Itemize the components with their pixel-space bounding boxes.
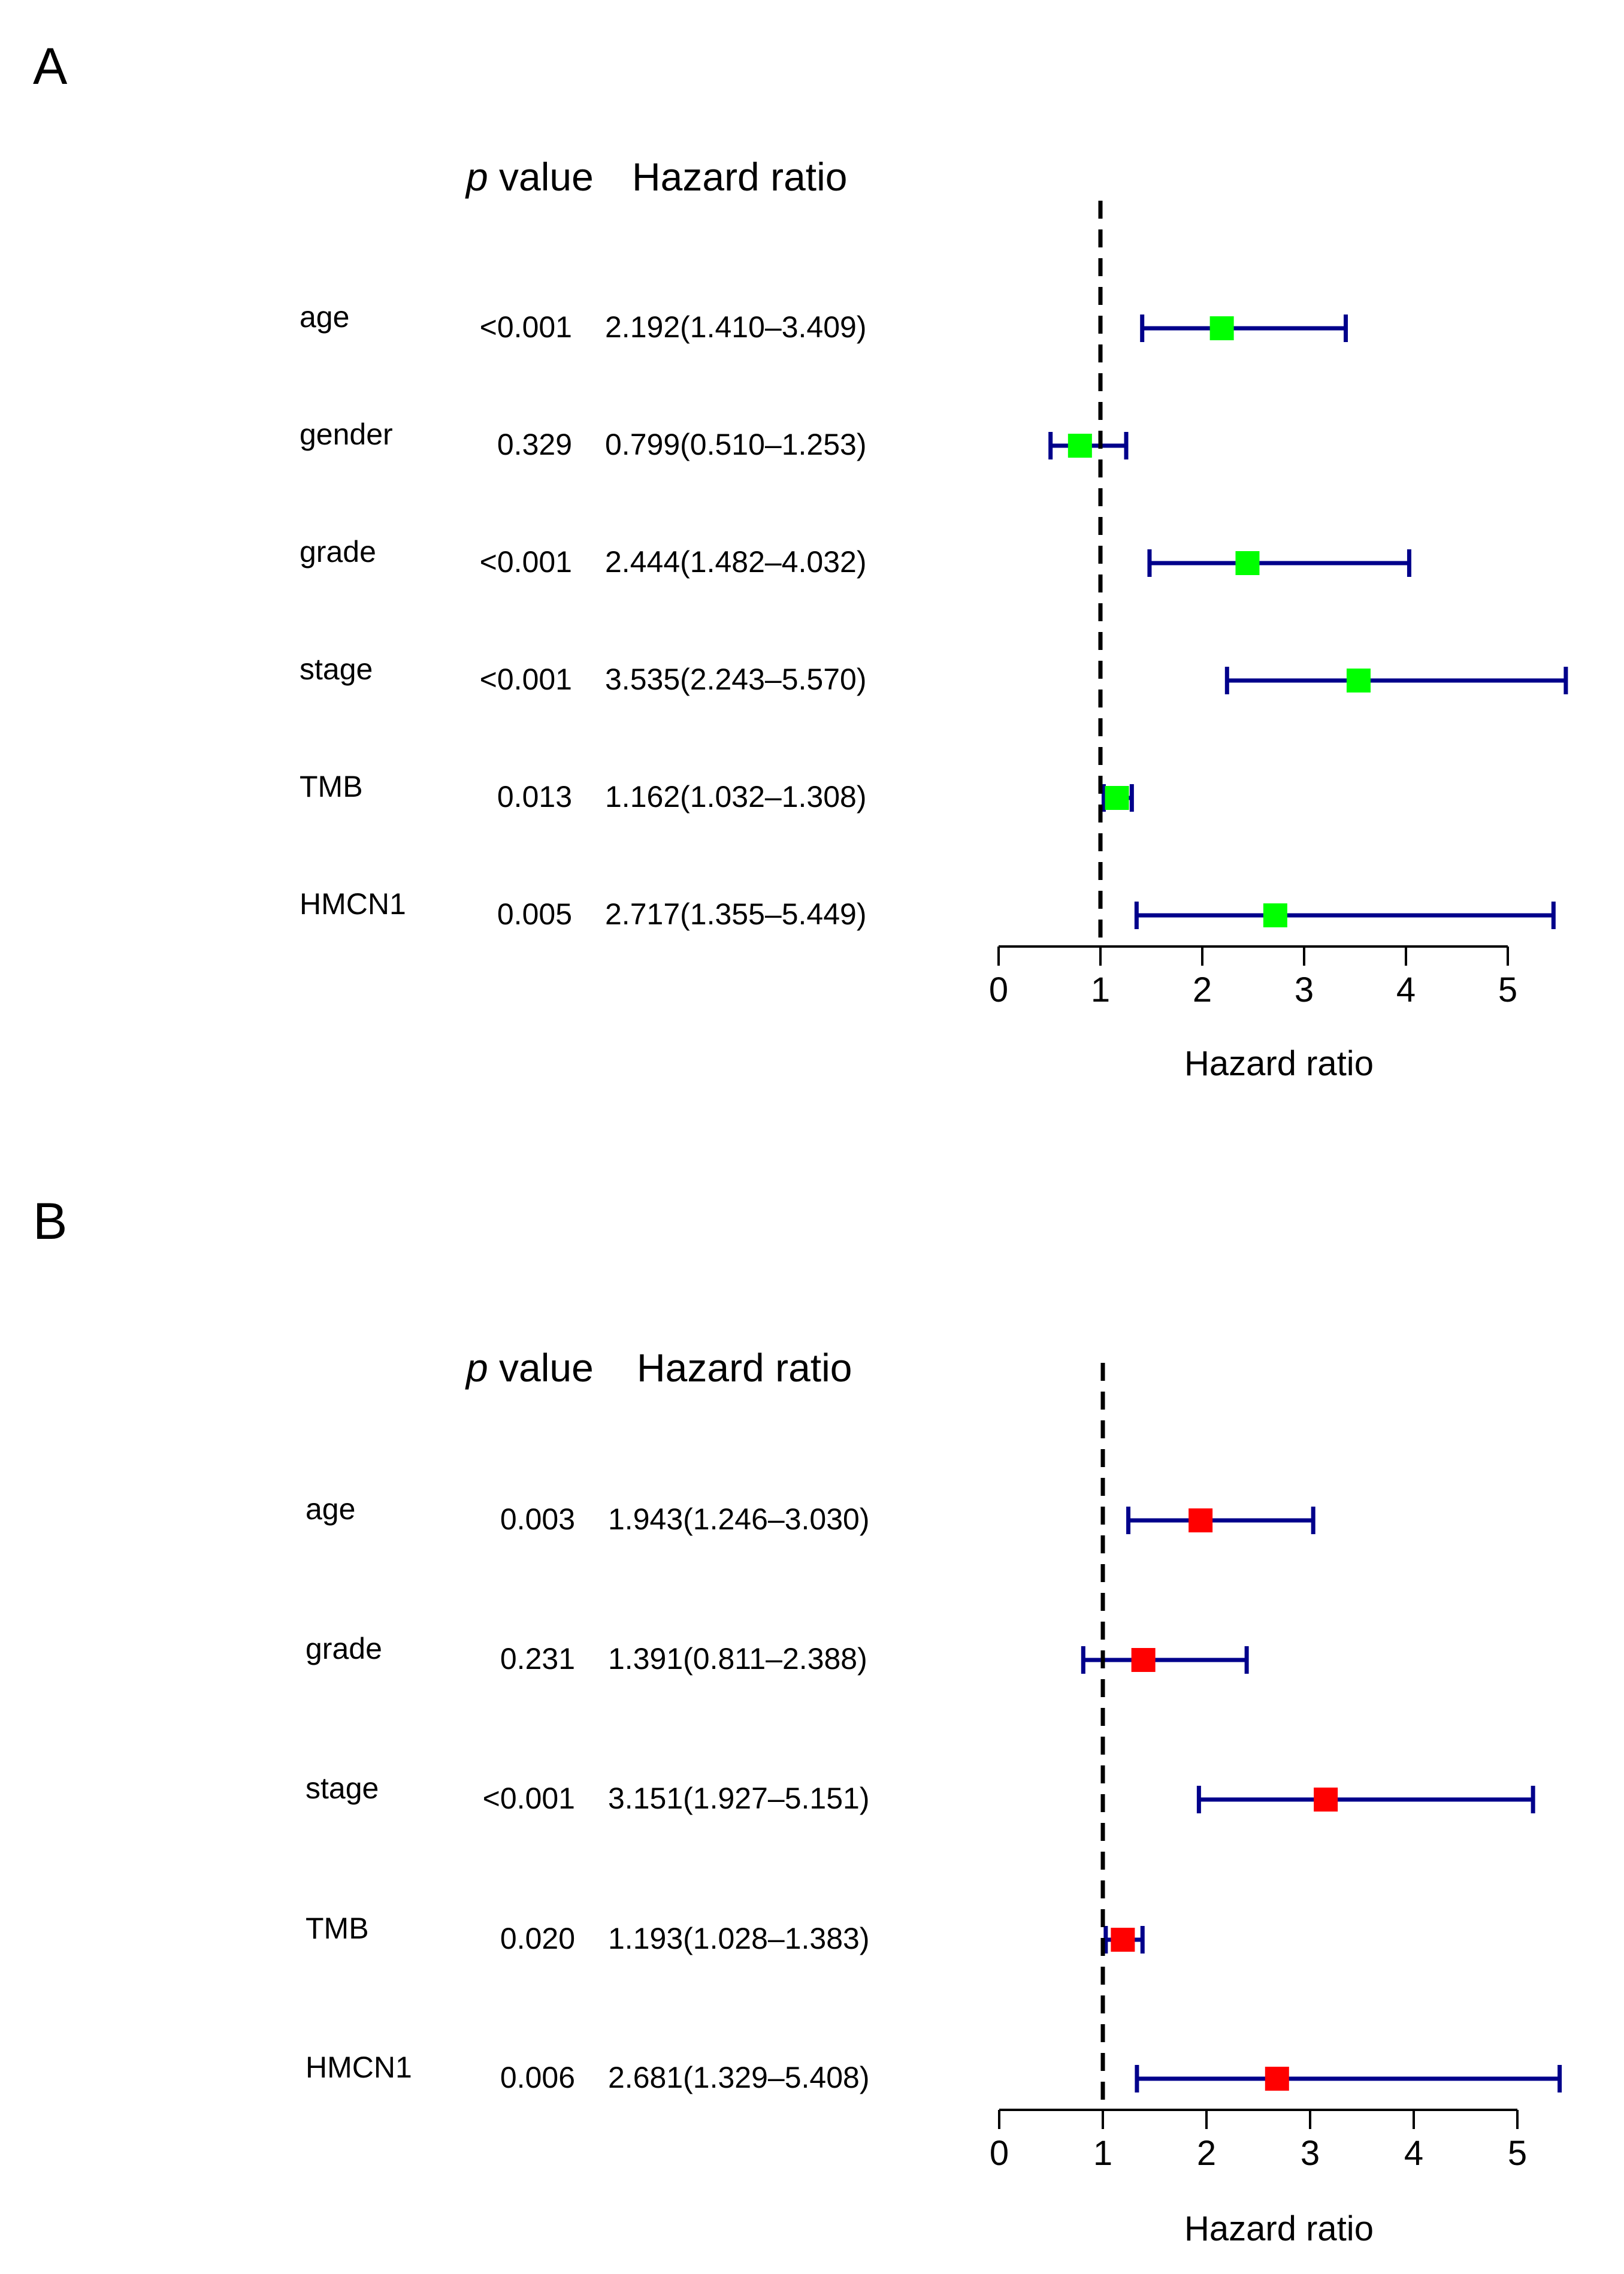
row-hazard-ratio-text: 2.444(1.482–4.032) (605, 545, 866, 579)
p-value-header-suffix: value (488, 155, 594, 199)
x-tick-label: 4 (1404, 2134, 1423, 2173)
row-p-value: 0.013 (497, 780, 572, 814)
hazard-ratio-marker (1346, 669, 1371, 693)
hazard-ratio-marker (1209, 316, 1234, 340)
hazard-ratio-marker (1067, 434, 1092, 458)
row-hazard-ratio-text: 1.943(1.246–3.030) (608, 1502, 869, 1536)
x-tick-label: 0 (990, 2134, 1009, 2173)
hazard-ratio-marker (1105, 786, 1129, 810)
forest-row: stage <0.001 3.535(2.243–5.570) (300, 652, 1568, 696)
forest-plot-panel-a: Ap value Hazard ratio age <0.001 2.192(1.410… (33, 38, 1568, 1083)
forest-row: TMB 0.013 1.162(1.032–1.308) (300, 770, 1134, 814)
row-p-value: <0.001 (480, 663, 572, 696)
hazard-ratio-column-header: Hazard ratio (632, 155, 848, 199)
hazard-ratio-marker (1188, 1508, 1213, 1532)
row-variable-label: gender (300, 418, 393, 451)
x-tick-label: 5 (1498, 970, 1517, 1009)
x-tick-label: 4 (1396, 970, 1416, 1009)
hazard-ratio-marker (1111, 1928, 1135, 1952)
row-p-value: <0.001 (483, 1782, 575, 1815)
row-variable-label: TMB (300, 770, 363, 803)
row-hazard-ratio-text: 2.192(1.410–3.409) (605, 310, 866, 344)
row-variable-label: stage (300, 652, 373, 686)
row-hazard-ratio-text: 3.151(1.927–5.151) (608, 1782, 869, 1815)
row-hazard-ratio-text: 2.681(1.329–5.408) (608, 2061, 869, 2094)
row-p-value: 0.329 (497, 428, 572, 461)
row-p-value: <0.001 (480, 545, 572, 579)
forest-row: age <0.001 2.192(1.410–3.409) (300, 300, 1348, 344)
row-hazard-ratio-text: 2.717(1.355–5.449) (605, 897, 866, 931)
row-hazard-ratio-text: 1.193(1.028–1.383) (608, 1922, 869, 1955)
row-p-value: <0.001 (480, 310, 572, 344)
x-tick-label: 3 (1295, 970, 1314, 1009)
row-variable-label: grade (306, 1632, 382, 1665)
hazard-ratio-marker (1263, 903, 1287, 927)
forest-row: age 0.003 1.943(1.246–3.030) (306, 1492, 1315, 1536)
row-variable-label: TMB (306, 1912, 369, 1945)
hazard-ratio-column-header: Hazard ratio (637, 1345, 852, 1390)
row-p-value: 0.020 (500, 1922, 575, 1955)
x-axis-title: Hazard ratio (1184, 2209, 1374, 2248)
x-tick-label: 2 (1197, 2134, 1216, 2173)
row-hazard-ratio-text: 1.391(0.811–2.388) (608, 1642, 867, 1676)
panel-label: A (33, 38, 68, 95)
hazard-ratio-marker (1314, 1788, 1338, 1812)
row-hazard-ratio-text: 0.799(0.510–1.253) (605, 428, 866, 461)
row-variable-label: age (300, 300, 349, 334)
forest-row: stage <0.001 3.151(1.927–5.151) (306, 1771, 1535, 1815)
row-variable-label: HMCN1 (300, 887, 406, 921)
p-value-column-header: p value (465, 1345, 594, 1390)
row-p-value: 0.231 (500, 1642, 575, 1676)
row-variable-label: stage (306, 1771, 379, 1805)
x-tick-label: 0 (989, 970, 1008, 1009)
row-p-value: 0.005 (497, 897, 572, 931)
x-tick-label: 3 (1301, 2134, 1320, 2173)
p-value-header-italic-p: p (465, 1345, 488, 1390)
row-hazard-ratio-text: 3.535(2.243–5.570) (605, 663, 866, 696)
forest-row: grade 0.231 1.391(0.811–2.388) (306, 1632, 1249, 1676)
row-p-value: 0.006 (500, 2061, 575, 2094)
row-hazard-ratio-text: 1.162(1.032–1.308) (605, 780, 866, 814)
forest-row: HMCN1 0.006 2.681(1.329–5.408) (306, 2051, 1562, 2094)
x-axis-title: Hazard ratio (1184, 1044, 1374, 1083)
forest-row: grade <0.001 2.444(1.482–4.032) (300, 535, 1411, 579)
x-tick-label: 1 (1091, 970, 1110, 1009)
p-value-header-italic-p: p (465, 155, 488, 199)
panel-label: B (33, 1193, 67, 1250)
x-tick-label: 2 (1193, 970, 1212, 1009)
forest-row: TMB 0.020 1.193(1.028–1.383) (306, 1912, 1145, 1955)
hazard-ratio-marker (1265, 2067, 1289, 2091)
hazard-ratio-marker (1131, 1648, 1156, 1672)
hazard-ratio-marker (1235, 551, 1260, 575)
p-value-column-header: p value (465, 155, 594, 199)
p-value-header-suffix: value (488, 1345, 594, 1390)
forest-row: gender 0.329 0.799(0.510–1.253) (300, 418, 1129, 461)
row-variable-label: age (306, 1492, 355, 1526)
forest-plot-panel-b: Bp value Hazard ratio age 0.003 1.943(1.246–… (33, 1193, 1562, 2248)
row-variable-label: HMCN1 (306, 2051, 412, 2084)
x-tick-label: 5 (1508, 2134, 1527, 2173)
x-tick-label: 1 (1093, 2134, 1112, 2173)
forest-row: HMCN1 0.005 2.717(1.355–5.449) (300, 887, 1556, 931)
row-variable-label: grade (300, 535, 376, 568)
row-p-value: 0.003 (500, 1502, 575, 1536)
